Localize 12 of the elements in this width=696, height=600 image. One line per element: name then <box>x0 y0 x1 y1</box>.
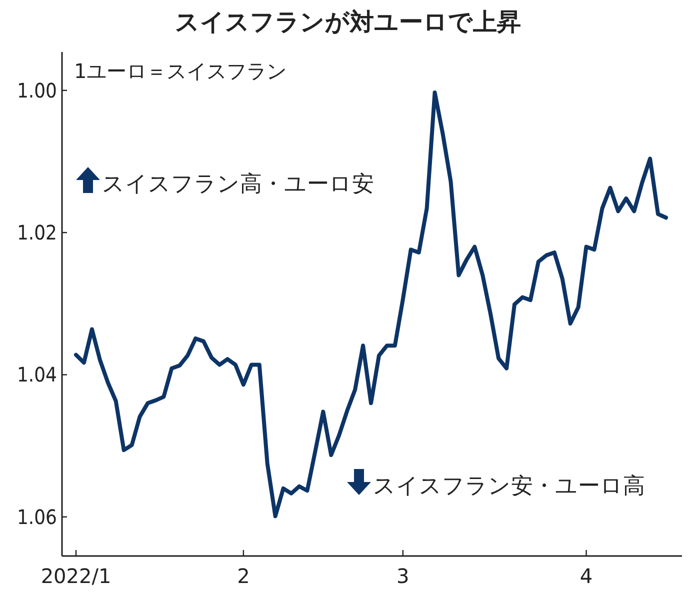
x-tick-label: 3 <box>396 564 410 588</box>
y-tick-label: 1.04 <box>17 362 58 387</box>
y-tick-label: 1.02 <box>17 220 58 245</box>
chart-subtitle: 1ユーロ＝スイスフラン <box>74 59 287 83</box>
annotation: スイスフラン高・ユーロ安 <box>102 172 374 197</box>
y-tick-label: 1.00 <box>17 78 58 102</box>
chart-title: スイスフランが対ユーロで上昇 <box>175 8 521 36</box>
y-tick-label: 1.06 <box>17 504 58 529</box>
annotation: スイスフラン安・ユーロ高 <box>373 474 645 499</box>
x-tick-label: 2022/1 <box>40 564 112 588</box>
x-tick-label: 4 <box>580 564 593 588</box>
x-tick-label: 2 <box>237 564 250 588</box>
